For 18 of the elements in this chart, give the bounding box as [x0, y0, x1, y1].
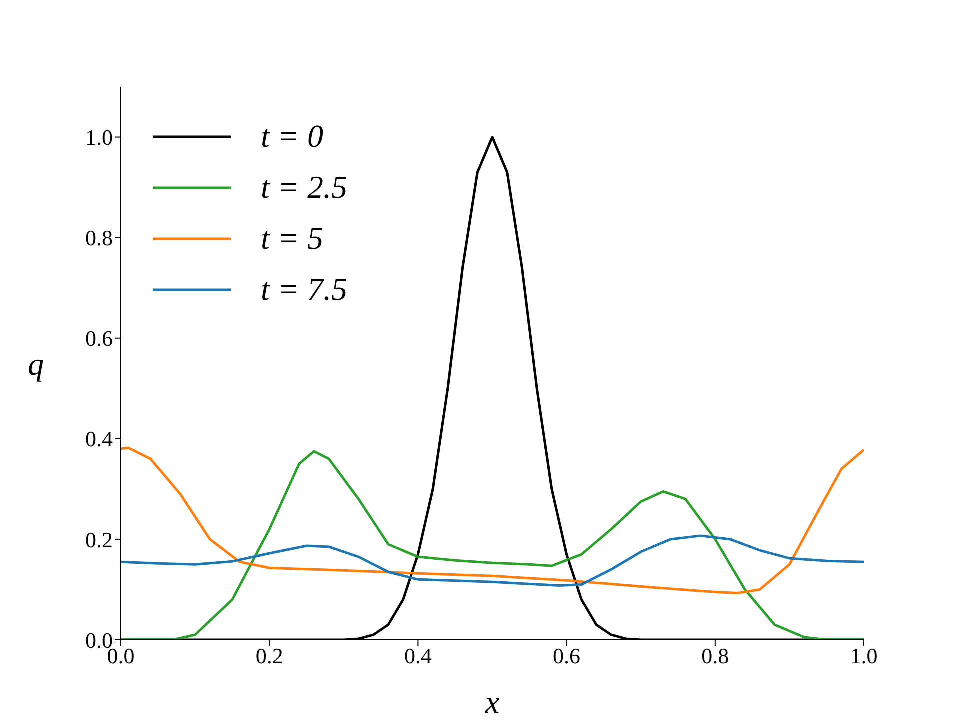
y-tick-label: 0.4 [86, 426, 113, 452]
y-tick-label: 0.8 [86, 226, 113, 251]
legend-label: t = 2.5 [261, 169, 348, 206]
x-tick-label: 0.4 [404, 644, 432, 669]
line-series [121, 534, 864, 587]
x-tick-label: 0.8 [702, 644, 730, 669]
legend-label: t = 5 [261, 220, 324, 257]
y-axis-title: q [28, 346, 44, 382]
x-axis-title: x [484, 684, 500, 720]
x-tick-label: 1.0 [850, 644, 878, 669]
y-tick-label: 0.2 [86, 527, 113, 552]
y-tick-label: 1.0 [86, 125, 113, 150]
y-tick-label: 0.6 [86, 326, 113, 352]
legend-label: t = 7.5 [261, 271, 348, 308]
legend-label: t = 0 [261, 118, 324, 155]
x-tick-label: 0.2 [256, 644, 284, 669]
line-series [121, 446, 864, 594]
x-tick-label: 0.6 [553, 644, 581, 669]
